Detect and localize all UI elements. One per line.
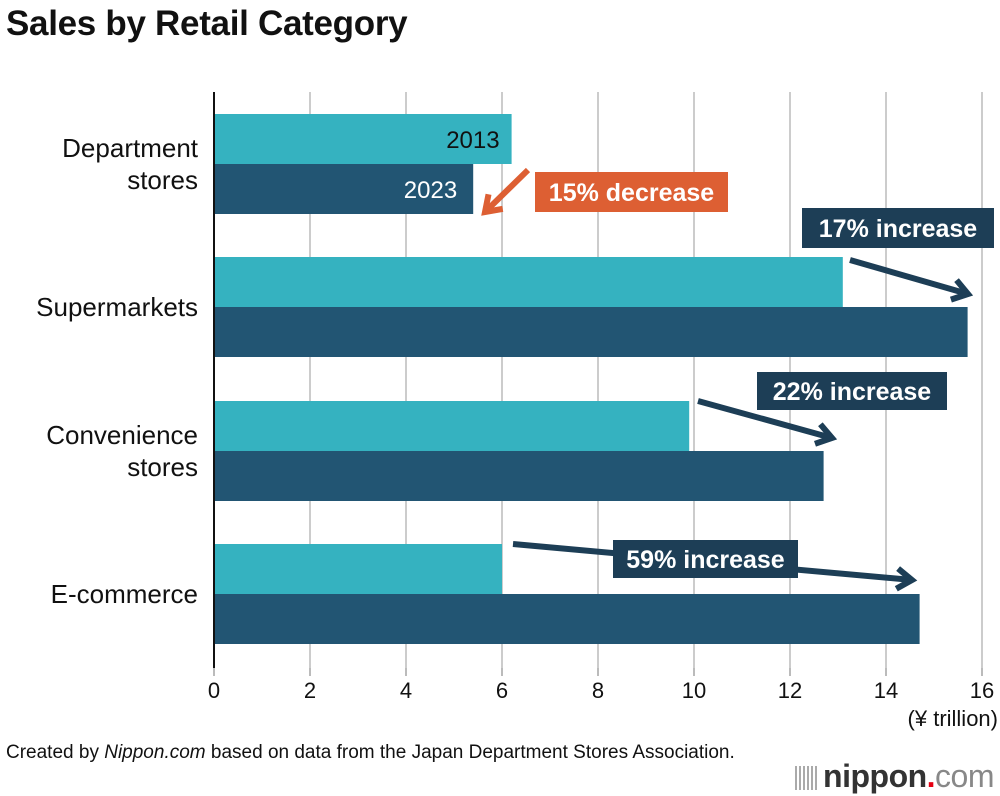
x-tick-label: 16	[970, 678, 994, 703]
x-tick-label: 14	[874, 678, 898, 703]
category-label: Convenience	[46, 420, 198, 450]
logo-bars-icon	[795, 766, 818, 790]
category-label: stores	[127, 452, 198, 482]
category-label: stores	[127, 165, 198, 195]
annotation-decrease-text: 15% decrease	[549, 179, 715, 207]
category-label: Department	[62, 133, 199, 163]
annotation-decrease-box	[535, 172, 728, 212]
bar-2013	[214, 257, 843, 307]
convenience-arrow	[697, 398, 833, 441]
annotation-ecommerce-text: 59% increase	[626, 546, 785, 574]
x-tick-label: 0	[208, 678, 220, 703]
x-tick-label: 2	[304, 678, 316, 703]
bar-chart: 0 2 4 6 8 10 12 14 16(¥ trillion)Departmentstore…	[36, 92, 998, 731]
convenience-arrow-head	[814, 422, 838, 447]
x-tick-label: 12	[778, 678, 802, 703]
annotation-convenience-text: 22% increase	[773, 378, 932, 406]
x-axis-label: (¥ trillion)	[908, 706, 998, 731]
bar-2013	[214, 544, 502, 594]
chart-title: Sales by Retail Category	[6, 4, 408, 43]
bar-2023	[214, 307, 968, 357]
annotation-supermarkets-text: 17% increase	[819, 215, 978, 243]
annotation-convenience-box	[757, 372, 947, 410]
series-label-2023: 2023	[404, 177, 457, 204]
source-note: Created by Nippon.com based on data from…	[6, 740, 766, 765]
supermarkets-arrow-head	[949, 278, 974, 303]
bar-2023	[214, 594, 920, 644]
source-prefix: Created by	[6, 742, 105, 763]
bar-2023	[214, 164, 474, 214]
annotation-supermarkets-box	[802, 208, 994, 248]
bar-2023	[214, 451, 824, 501]
nippon-logo: nippon.com	[795, 758, 994, 795]
decrease-arrow	[482, 167, 531, 215]
category-label: Supermarkets	[36, 292, 198, 322]
x-tick-label: 6	[496, 678, 508, 703]
x-tick-label: 8	[592, 678, 604, 703]
series-label-2013: 2013	[446, 127, 499, 154]
bar-2013	[214, 114, 512, 164]
x-tick-label: 4	[400, 678, 412, 703]
annotation-ecommerce-box	[613, 540, 798, 578]
source-publisher: Nippon.com	[104, 742, 206, 763]
ecommerce-arrow-head	[894, 566, 918, 592]
supermarkets-arrow	[849, 257, 969, 297]
logo-brand: nippon	[823, 758, 927, 794]
logo-dot: .	[926, 758, 936, 794]
logo-tld: com	[935, 758, 994, 794]
source-suffix: based on data from the Japan Department …	[205, 742, 735, 763]
bar-2013	[214, 401, 690, 451]
decrease-arrow-head	[481, 193, 504, 216]
category-label: E-commerce	[51, 579, 198, 609]
x-tick-label: 10	[682, 678, 706, 703]
